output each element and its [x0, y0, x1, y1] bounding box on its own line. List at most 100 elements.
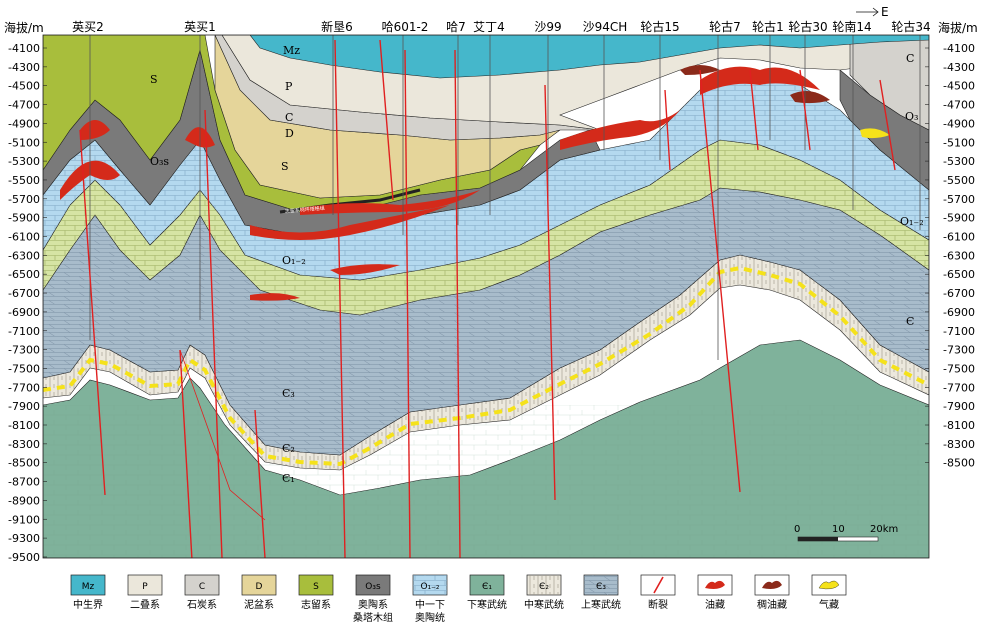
- legend-item: Є₁ 下寒武统: [467, 574, 507, 611]
- right-tick-label: -6700: [943, 287, 975, 300]
- legend-item: C 石炭系: [184, 574, 220, 611]
- legend-item: Є₃ 上寒武统: [581, 574, 621, 611]
- right-tick-label: -7900: [943, 400, 975, 413]
- right-tick-label: -6300: [943, 249, 975, 262]
- left-tick-label: -6100: [8, 231, 40, 244]
- legend-item: 断裂: [640, 574, 676, 611]
- section-layers: [43, 35, 929, 558]
- legend-code: D: [256, 582, 263, 592]
- right-tick-label: -4100: [943, 42, 975, 55]
- scale-tick-10: 10: [832, 524, 845, 535]
- right-tick-label: -4500: [943, 80, 975, 93]
- legend-label: 二叠系: [130, 599, 160, 611]
- left-tick-label: -8100: [8, 419, 40, 432]
- formation-labels: Mz P C D S S O₃s O₁₋₂ O₁₋₂ O₃ C Є₃ Є₂ Є₁…: [150, 44, 924, 485]
- legend-item: D 泥盆系: [241, 574, 277, 611]
- legend-item: 油藏: [697, 574, 733, 611]
- left-tick-label: -9300: [8, 532, 40, 545]
- left-tick-label: -7500: [8, 362, 40, 375]
- scale-bar: 0 10 20km: [794, 524, 898, 542]
- legend-item: S 志留系: [298, 574, 334, 611]
- faults: [79, 39, 896, 558]
- well-label: 哈7: [446, 20, 466, 34]
- right-tick-label: -4700: [943, 99, 975, 112]
- left-tick-label: -5300: [8, 155, 40, 168]
- left-tick-label: -4300: [8, 61, 40, 74]
- legend-code: O₃s: [365, 582, 381, 592]
- label-cam1: Є₁: [282, 472, 295, 485]
- legend-label: 下寒武统: [467, 598, 507, 611]
- left-tick-label: -6300: [8, 249, 40, 262]
- legend-label: 上寒武统: [581, 598, 621, 611]
- legend-item: Є₂ 中寒武统: [524, 574, 564, 611]
- left-tick-label: -4500: [8, 80, 40, 93]
- well-label: 哈601-2: [382, 20, 429, 34]
- right-tick-label: -5900: [943, 212, 975, 225]
- left-tick-label: -9500: [8, 551, 40, 564]
- label-o12-right: O₁₋₂: [900, 215, 924, 228]
- left-tick-label: -4700: [8, 99, 40, 112]
- legend-label: 石炭系: [187, 599, 217, 611]
- left-tick-label: -8300: [8, 438, 40, 451]
- direction-arrow: E: [856, 5, 889, 19]
- legend-code: Є₂: [539, 582, 549, 592]
- left-tick-label: -6700: [8, 287, 40, 300]
- right-tick-label: -4900: [943, 117, 975, 130]
- left-tick-label: -9100: [8, 513, 40, 526]
- well-label: 轮古1: [752, 19, 784, 34]
- right-tick-label: -7700: [943, 381, 975, 394]
- left-tick-label: -5700: [8, 193, 40, 206]
- left-tick-label: -5900: [8, 212, 40, 225]
- left-tick-label: -7900: [8, 400, 40, 413]
- left-tick-label: -5100: [8, 136, 40, 149]
- left-tick-label: -8900: [8, 494, 40, 507]
- right-tick-label: -5300: [943, 155, 975, 168]
- gas-marker-line: [43, 265, 929, 467]
- legend-code: O₁₋₂: [420, 582, 439, 592]
- svg-text:E: E: [881, 5, 889, 19]
- right-tick-label: -6500: [943, 268, 975, 281]
- legend-item: 气藏: [811, 574, 847, 611]
- well-label: 艾丁4: [473, 20, 505, 34]
- right-tick-label: -5700: [943, 193, 975, 206]
- right-tick-label: -8100: [943, 419, 975, 432]
- label-c: C: [285, 111, 293, 124]
- label-o3s: O₃s: [150, 155, 169, 168]
- well-label: 英买1: [184, 20, 216, 34]
- right-tick-label: -6100: [943, 231, 975, 244]
- left-tick-label: -5500: [8, 174, 40, 187]
- label-s-mid: S: [281, 160, 289, 173]
- legend-code: Mz: [82, 582, 95, 592]
- legend-label: 中寒武统: [524, 598, 564, 611]
- well-label: 轮古7: [709, 19, 741, 34]
- left-tick-label: -7700: [8, 381, 40, 394]
- legend-code: Є₁: [482, 582, 492, 592]
- well-label: 英买2: [72, 20, 104, 34]
- well-label: 沙99: [534, 20, 561, 34]
- legend-label: 稠油藏: [757, 598, 787, 611]
- well-lines: [89, 35, 921, 360]
- legend-label: 气藏: [819, 598, 839, 611]
- well-label: 轮古30: [788, 19, 827, 34]
- right-tick-label: -6900: [943, 306, 975, 319]
- right-tick-label: -8300: [943, 438, 975, 451]
- label-cam-right: Є: [906, 315, 914, 328]
- right-tick-label: -7500: [943, 362, 975, 375]
- legend-label: 志留系: [301, 598, 331, 611]
- layer-mesozoic: [249, 35, 929, 79]
- label-p: P: [285, 80, 293, 93]
- legend-item: P 二叠系: [127, 574, 163, 611]
- left-tick-label: -4900: [8, 117, 40, 130]
- left-axis-ticks: -4100 -4300 -4500 -4700 -4900 -5100 -5300 -5500…: [8, 42, 47, 564]
- legend-label: 油藏: [705, 598, 725, 611]
- left-tick-label: -8500: [8, 457, 40, 470]
- legend-label: 断裂: [648, 598, 668, 611]
- label-mz: Mz: [283, 44, 300, 57]
- oil-reservoirs: [60, 66, 820, 301]
- legend-label: 泥盆系: [244, 598, 274, 611]
- section-frame: [42, 34, 930, 559]
- scale-tick-20: 20km: [870, 524, 898, 535]
- left-tick-label: -8700: [8, 476, 40, 489]
